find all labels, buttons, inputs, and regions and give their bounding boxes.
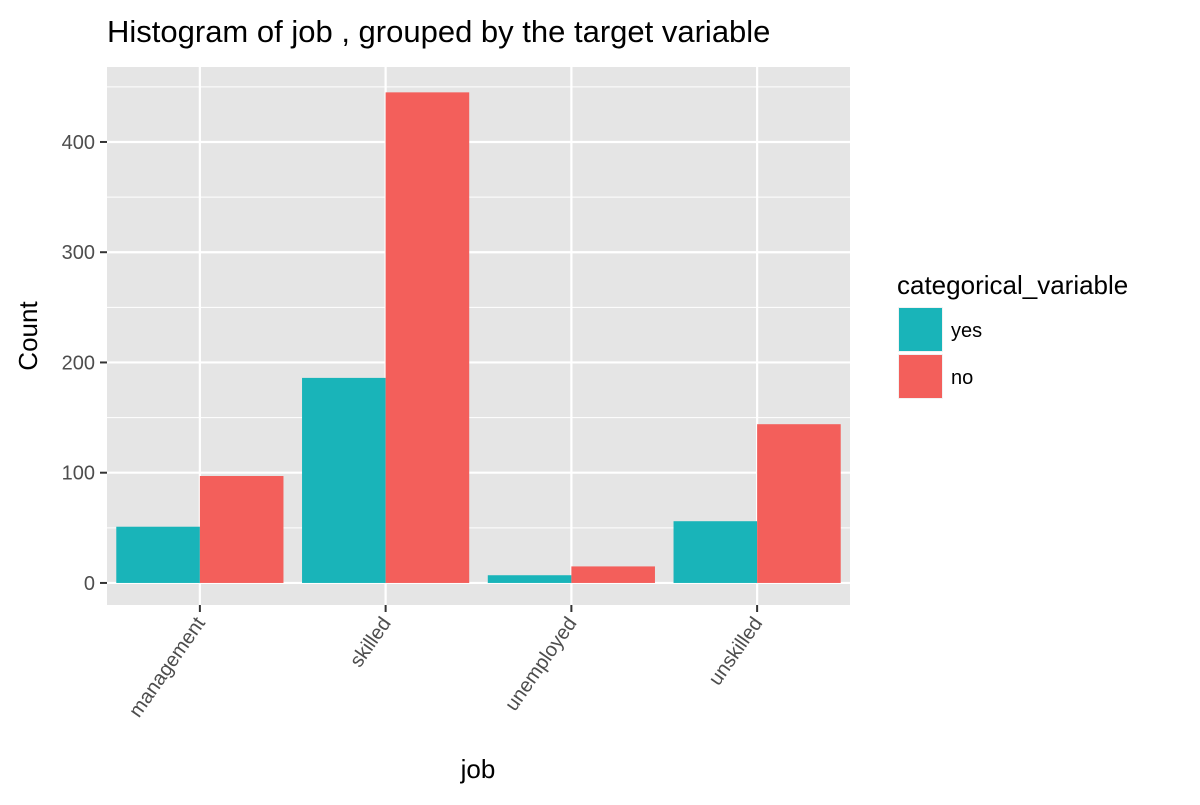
bar-yes-management [116,526,200,583]
legend-label-yes: yes [951,320,982,342]
bar-no-unemployed [571,566,655,583]
y-tick-label: 100 [62,463,95,485]
bar-no-unskilled [757,424,841,583]
x-tick-label-management: management [125,613,210,722]
x-tick-label-unemployed: unemployed [501,613,582,715]
y-tick-label: 200 [62,352,95,374]
chart-title: Histogram of job , grouped by the target… [107,14,770,49]
bar-no-management [199,476,284,583]
x-axis-title: job [460,754,496,784]
y-tick-label: 300 [62,242,95,264]
bar-no-skilled [385,92,470,583]
y-tick-label: 400 [62,132,95,154]
legend-label-no: no [951,367,973,389]
bars [116,92,841,583]
legend-key-yes [899,308,942,351]
y-tick-label: 0 [84,573,95,595]
x-tick-label-unskilled: unskilled [705,613,768,689]
legend-title: categorical_variable [897,270,1128,300]
legend-key-no [899,355,942,398]
bar-yes-skilled [302,377,386,583]
bar-yes-unskilled [673,521,758,583]
bar-yes-unemployed [487,575,572,583]
x-tick-label-skilled: skilled [346,613,396,671]
legend: categorical_variable yes no [897,270,1128,399]
y-axis-title: Count [13,301,43,371]
